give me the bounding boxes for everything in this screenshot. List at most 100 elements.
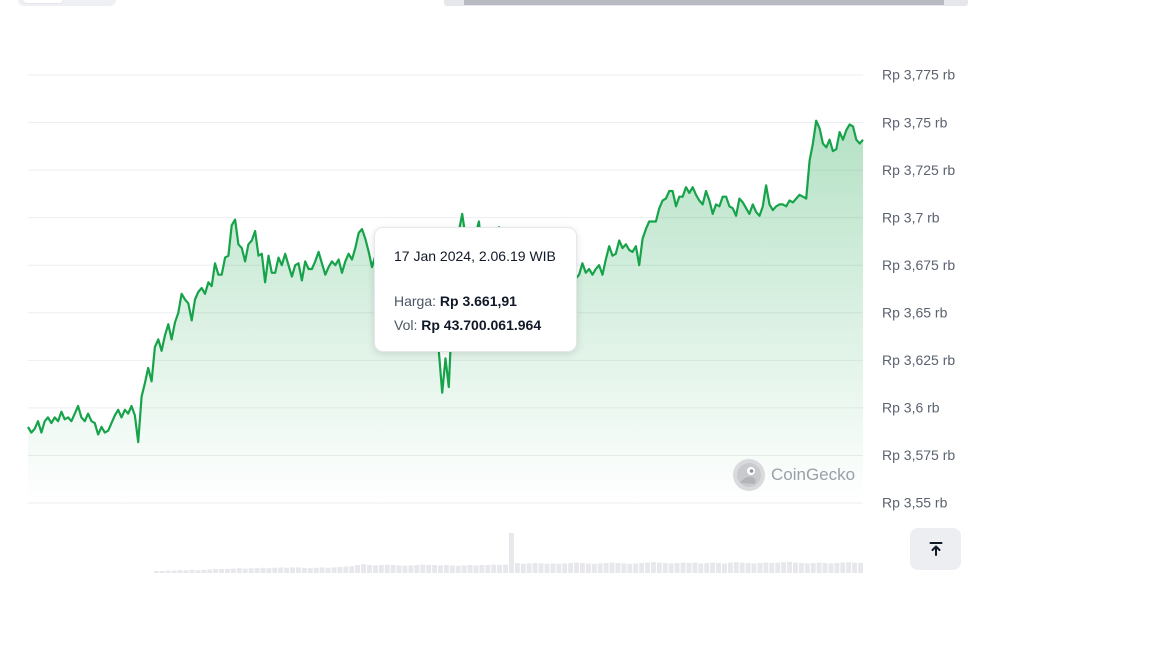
- volume-bar: [343, 566, 349, 573]
- scroll-to-top-button[interactable]: [910, 528, 961, 570]
- volume-bar: [390, 565, 396, 573]
- volume-bar: [378, 565, 384, 573]
- volume-bar: [727, 562, 733, 573]
- volume-bar: [307, 568, 313, 573]
- volume-bar: [733, 562, 739, 573]
- volume-bar: [503, 564, 508, 573]
- volume-bar: [443, 565, 449, 573]
- volume-bar: [787, 561, 792, 573]
- volume-bar: [645, 562, 650, 573]
- volume-bar: [662, 563, 668, 573]
- volume-bar: [781, 562, 787, 573]
- volume-bar: [230, 568, 236, 573]
- volume-bar: [154, 571, 159, 573]
- volume-bar: [751, 563, 757, 573]
- volume-bar: [574, 562, 579, 573]
- volume-bar: [810, 563, 816, 573]
- volume-bar: [189, 569, 195, 573]
- coingecko-logo-icon: [733, 459, 765, 491]
- volume-bar: [432, 565, 437, 573]
- y-tick-label: Rp 3,6 rb: [882, 400, 940, 416]
- tooltip-volume-row: Vol: Rp 43.700.061.964: [394, 313, 558, 337]
- volume-bar: [449, 565, 455, 573]
- volume-bar: [769, 563, 775, 573]
- volume-bar: [680, 562, 686, 573]
- volume-bar: [562, 563, 568, 573]
- volume-bar: [491, 564, 497, 573]
- volume-bar: [639, 563, 645, 573]
- volume-bar: [840, 562, 846, 573]
- volume-bar: [242, 568, 248, 573]
- volume-bar: [213, 569, 219, 573]
- volume-bar: [609, 562, 615, 573]
- volume-bar: [402, 565, 408, 573]
- volume-bar: [473, 565, 479, 573]
- price-line: [27, 119, 864, 444]
- tooltip-price-row: Harga: Rp 3.661,91: [394, 289, 558, 313]
- volume-bar: [278, 567, 284, 573]
- volume-bar: [171, 570, 177, 573]
- volume-bars: [154, 533, 863, 573]
- volume-bar: [183, 570, 189, 573]
- tooltip-volume-value: Rp 43.700.061.964: [421, 317, 542, 333]
- timeframe-tab-group[interactable]: [18, 0, 116, 6]
- volume-bar: [219, 569, 224, 573]
- volume-bar: [177, 570, 183, 573]
- volume-bar: [710, 562, 716, 573]
- volume-bar: [236, 568, 242, 573]
- tooltip-date: 17 Jan 2024, 2.06.19 WIB: [394, 248, 556, 264]
- tooltip-price-label: Harga:: [394, 293, 437, 309]
- volume-bar: [438, 565, 443, 573]
- volume-bar: [165, 570, 171, 573]
- volume-bar: [775, 562, 781, 573]
- volume-bar: [290, 567, 295, 573]
- volume-bar: [621, 563, 627, 573]
- volume-bar: [195, 570, 201, 573]
- volume-bar: [319, 567, 325, 573]
- range-slider-thumb[interactable]: [464, 0, 944, 5]
- y-tick-label: Rp 3,55 rb: [882, 495, 948, 511]
- volume-bar: [763, 562, 769, 573]
- volume-bar: [201, 569, 207, 573]
- volume-bar: [692, 562, 698, 573]
- volume-bar: [408, 565, 414, 573]
- volume-bar: [296, 567, 301, 573]
- volume-bar: [722, 563, 727, 573]
- volume-bar: [793, 562, 798, 573]
- volume-bar: [704, 563, 710, 573]
- volume-bar: [858, 563, 863, 573]
- volume-bar: [804, 563, 810, 573]
- volume-bar: [331, 567, 337, 573]
- volume-bar: [651, 562, 656, 573]
- price-tooltip: 17 Jan 2024, 2.06.19 WIB Harga: Rp 3.661…: [374, 227, 577, 352]
- volume-bar: [852, 562, 858, 573]
- y-tick-label: Rp 3,775 rb: [882, 67, 955, 83]
- volume-bar: [615, 563, 621, 573]
- y-axis-labels: Rp 3,775 rb Rp 3,75 rb Rp 3,725 rb Rp 3,7 r…: [882, 67, 955, 511]
- volume-bar: [207, 569, 213, 573]
- watermark-text: CoinGecko: [771, 465, 856, 484]
- y-tick-label: Rp 3,675 rb: [882, 257, 955, 273]
- y-tick-label: Rp 3,7 rb: [882, 209, 940, 225]
- tooltip-volume-label: Vol:: [394, 317, 418, 333]
- volume-bar: [467, 565, 473, 573]
- volume-bar: [597, 563, 603, 573]
- volume-bar: [674, 563, 680, 573]
- volume-bar: [538, 563, 544, 573]
- volume-bar: [798, 563, 804, 573]
- volume-bar: [485, 565, 491, 573]
- volume-bar: [745, 563, 751, 573]
- volume-bar: [514, 563, 520, 573]
- volume-bar: [225, 569, 230, 573]
- volume-bar: [526, 563, 532, 573]
- volume-bar: [828, 563, 834, 573]
- volume-bar: [509, 533, 514, 573]
- y-tick-label: Rp 3,65 rb: [882, 304, 948, 320]
- volume-bar: [426, 565, 432, 573]
- volume-bar: [627, 563, 633, 573]
- volume-bar: [656, 562, 662, 573]
- arrow-up-to-line-icon: [929, 542, 942, 556]
- volume-bar: [716, 563, 721, 573]
- volume-bar: [313, 567, 319, 573]
